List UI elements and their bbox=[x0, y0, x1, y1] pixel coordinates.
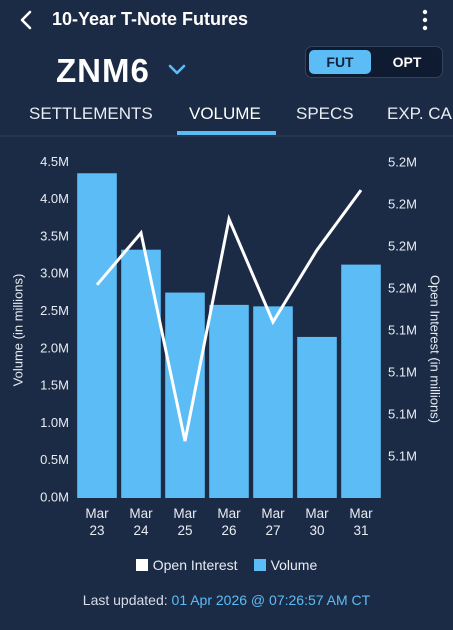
y2-axis-title: Open Interest (in millions) bbox=[428, 275, 443, 423]
y-tick-label: 3.5M bbox=[40, 228, 69, 243]
legend-label: Volume bbox=[270, 557, 318, 573]
tab[interactable]: SETTLEMENTS bbox=[29, 104, 153, 123]
y2-tick-label: 5.1M bbox=[388, 322, 417, 337]
y2-tick-label: 5.2M bbox=[388, 196, 417, 211]
y2-tick-label: 5.2M bbox=[388, 280, 417, 295]
y-tick-label: 1.0M bbox=[40, 415, 69, 430]
line bbox=[95, 189, 363, 442]
y-axis-title: Volume (in millions) bbox=[10, 274, 25, 387]
y-tick-label: 4.0M bbox=[40, 191, 69, 206]
toggle-option[interactable]: OPT bbox=[392, 54, 422, 70]
y2-tick-label: 5.1M bbox=[388, 406, 417, 421]
x-tick-label: Mar 23 bbox=[85, 506, 109, 538]
footer: Last updated: 01 Apr 2026 @ 07:26:57 AM … bbox=[0, 592, 453, 608]
legend: Open Interest Volume bbox=[0, 557, 453, 573]
legend-item: Volume bbox=[253, 557, 318, 573]
toggle-option[interactable]: FUT bbox=[309, 50, 371, 74]
x-tick-label: Mar 30 bbox=[305, 506, 329, 538]
menu-button[interactable] bbox=[422, 9, 428, 31]
y-tick-label: 3.0M bbox=[40, 266, 69, 281]
legend-swatch bbox=[135, 559, 148, 571]
bar bbox=[121, 249, 161, 498]
footer-timestamp: 01 Apr 2026 @ 07:26:57 AM CT bbox=[171, 592, 371, 608]
legend-label: Open Interest bbox=[152, 557, 238, 573]
bar bbox=[297, 336, 337, 498]
x-tick-label: Mar 24 bbox=[129, 506, 153, 538]
toggle: FUT OPT bbox=[305, 46, 443, 78]
y2-tick-label: 5.1M bbox=[388, 364, 417, 379]
footer-label: Last updated: bbox=[82, 592, 168, 608]
x-tick-label: Mar 27 bbox=[261, 506, 285, 538]
x-tick-label: Mar 31 bbox=[349, 506, 373, 538]
symbol-dropdown[interactable] bbox=[168, 64, 186, 75]
y-tick-label: 0.5M bbox=[40, 452, 69, 467]
back-button[interactable] bbox=[20, 10, 32, 30]
icons bbox=[0, 9, 453, 137]
tab[interactable]: EXP. CA bbox=[387, 104, 452, 123]
contract-symbol[interactable]: ZNM6 bbox=[56, 52, 150, 89]
page-title: 10-Year T-Note Futures bbox=[52, 9, 249, 29]
y-tick-label: 1.5M bbox=[40, 378, 69, 393]
bar bbox=[77, 173, 117, 498]
y-tick-label: 0.0M bbox=[40, 489, 69, 504]
bar bbox=[253, 306, 293, 498]
legend-swatch bbox=[253, 559, 266, 571]
tab[interactable]: SPECS bbox=[296, 104, 354, 123]
x-tick-label: Mar 26 bbox=[217, 506, 241, 538]
bar bbox=[341, 264, 381, 498]
y-tick-label: 2.5M bbox=[40, 303, 69, 318]
x-tick-label: Mar 25 bbox=[173, 506, 197, 538]
bar bbox=[165, 292, 205, 498]
legend-item: Open Interest bbox=[135, 557, 238, 573]
y2-tick-label: 5.1M bbox=[388, 448, 417, 463]
tab[interactable]: VOLUME bbox=[189, 104, 261, 123]
y-tick-label: 4.5M bbox=[40, 154, 69, 169]
y-tick-label: 2.0M bbox=[40, 340, 69, 355]
y2-tick-label: 5.2M bbox=[388, 154, 417, 169]
tab-indicator bbox=[177, 131, 276, 135]
y2-tick-label: 5.2M bbox=[388, 238, 417, 253]
bar bbox=[209, 304, 249, 498]
